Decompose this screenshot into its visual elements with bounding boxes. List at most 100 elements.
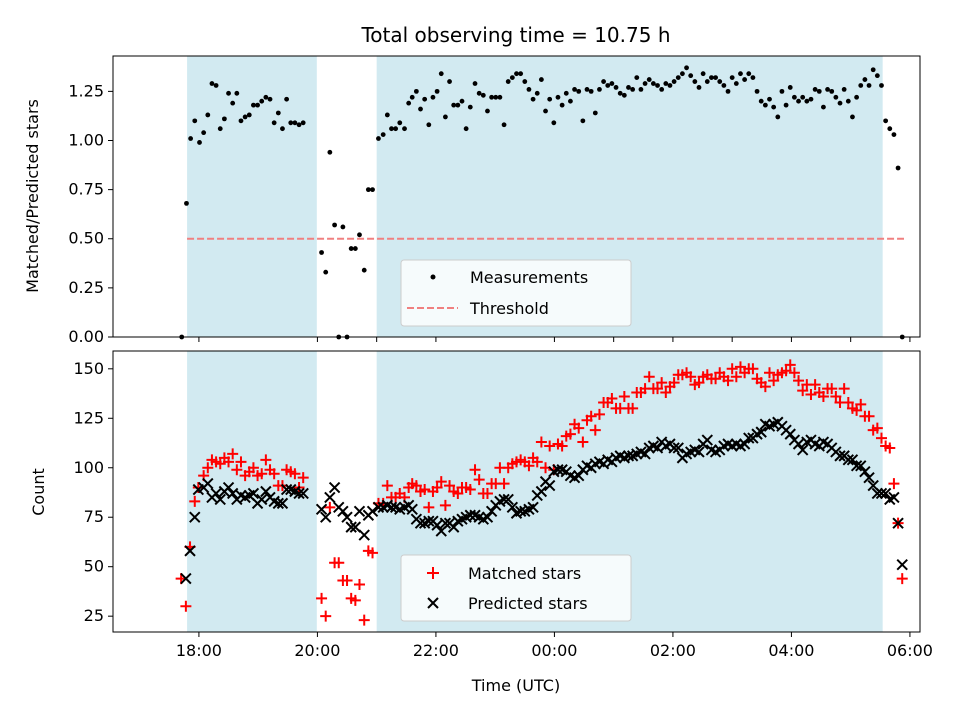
bottom-predicted-stars-point-130 <box>738 438 751 450</box>
bottom-predicted-stars-point-159 <box>859 466 871 478</box>
top-measurements-point-128 <box>729 75 735 81</box>
bottom-matched-stars-point-164 <box>875 432 887 444</box>
top-measurements-point-37 <box>348 246 354 251</box>
bottom-matched-stars-point-167 <box>888 478 900 490</box>
bottom-matched-stars-point-59 <box>439 499 451 511</box>
legend-label-predicted: Predicted stars <box>468 594 588 613</box>
top-measurements-point-103 <box>626 85 631 90</box>
x-tick-label-0: 18:00 <box>176 641 222 660</box>
bottom-matched-stars-point-87 <box>556 440 568 452</box>
top-measurements-point-10 <box>221 116 227 122</box>
top-measurements-point-139 <box>775 114 781 120</box>
bottom-matched-stars-point-34 <box>333 557 345 569</box>
top-measurements-point-84 <box>547 96 553 102</box>
bottom-matched-stars-point-129 <box>730 371 742 383</box>
top-measurements-point-131 <box>742 77 748 82</box>
bottom-predicted-stars-point-109 <box>651 442 664 454</box>
bottom-matched-stars-point-22 <box>268 468 280 480</box>
bottom-matched-stars-point-45 <box>381 480 393 492</box>
bottom-predicted-stars-point-119 <box>693 446 705 458</box>
bottom-matched-stars-point-3 <box>189 495 201 507</box>
bottom-matched-stars-point-9 <box>214 458 226 470</box>
top-measurements-point-77 <box>518 71 524 77</box>
bottom-predicted-stars-point-155 <box>842 454 855 466</box>
bottom-predicted-stars-point-56 <box>431 519 443 531</box>
top-measurements-point-90 <box>572 87 577 92</box>
top-measurements-point-122 <box>704 79 710 84</box>
top-measurements-point-109 <box>650 81 656 86</box>
top-measurements-point-15 <box>242 114 248 120</box>
top-measurements-point-144 <box>796 98 801 104</box>
top-measurements-point-168 <box>895 165 901 171</box>
top-measurements-point-135 <box>758 98 764 104</box>
bottom-y-tick-label-0: 25 <box>84 606 104 625</box>
bottom-predicted-stars-point-41 <box>366 505 379 517</box>
bottom-predicted-stars-point-29 <box>315 503 328 516</box>
bottom-matched-stars-point-161 <box>863 410 875 422</box>
bottom-matched-stars-point-96 <box>593 408 605 420</box>
top-measurements-point-87 <box>559 102 565 108</box>
bottom-y-tick-label-3: 100 <box>73 458 104 477</box>
top-measurements-point-149 <box>816 88 822 94</box>
top-measurements-point-92 <box>580 118 586 124</box>
bottom-matched-stars-point-166 <box>884 442 896 454</box>
top-measurements-point-127 <box>725 88 731 94</box>
bottom-matched-stars-point-55 <box>423 501 435 513</box>
top-measurements-point-2 <box>188 136 194 141</box>
bottom-matched-stars-point-29 <box>297 472 309 484</box>
top-legend-box <box>400 259 632 327</box>
bottom-matched-stars-point-20 <box>260 454 272 466</box>
bottom-matched-stars-point-54 <box>419 484 431 496</box>
bottom-predicted-stars-point-79 <box>527 501 539 514</box>
bottom-matched-stars-point-130 <box>734 361 746 373</box>
top-measurements-point-74 <box>505 79 511 84</box>
bottom-predicted-stars-point-36 <box>345 521 357 533</box>
top-measurements-point-162 <box>870 67 876 73</box>
bottom-predicted-stars-point-42 <box>372 501 385 514</box>
top-measurements-point-78 <box>522 79 528 84</box>
top-measurements-point-4 <box>197 140 202 145</box>
bottom-matched-stars-point-62 <box>452 487 464 499</box>
top-measurements-point-126 <box>721 83 727 88</box>
bottom-predicted-stars-point-81 <box>535 485 548 498</box>
bottom-matched-stars-point-114 <box>668 377 680 389</box>
top-measurements-point-60 <box>447 79 452 84</box>
top-measurements-point-96 <box>597 87 602 92</box>
bottom-predicted-stars-point-114 <box>672 442 684 454</box>
bottom-matched-stars-point-138 <box>768 375 780 387</box>
top-measurements-point-23 <box>275 110 281 116</box>
bottom-matched-stars-point-82 <box>535 436 547 448</box>
bottom-matched-stars-point-58 <box>435 476 447 488</box>
bottom-matched-stars-point-141 <box>780 365 792 377</box>
bottom-matched-stars-point-17 <box>247 462 259 474</box>
bottom-predicted-stars-point-5 <box>202 477 214 490</box>
bottom-predicted-stars-point-102 <box>622 450 635 462</box>
bottom-predicted-stars-point-166 <box>888 491 900 504</box>
x-axis-label: Time (UTC) <box>471 676 560 695</box>
bottom-matched-stars-point-12 <box>227 448 239 460</box>
bottom-matched-stars-point-31 <box>320 610 332 622</box>
top-measurements-point-7 <box>209 81 215 86</box>
top-measurements-point-20 <box>263 94 269 100</box>
bottom-matched-stars-point-145 <box>797 385 809 397</box>
top-measurements-point-21 <box>267 96 273 102</box>
top-axes-frame <box>112 55 921 338</box>
legend-label-measurements: Measurements <box>470 268 588 287</box>
top-measurements-point-100 <box>613 85 619 90</box>
bottom-predicted-stars-point-22 <box>272 497 285 510</box>
bottom-matched-stars-point-67 <box>473 474 485 486</box>
bottom-matched-stars-point-155 <box>838 383 850 395</box>
top-measurements-point-12 <box>230 100 236 106</box>
top-measurements-point-8 <box>213 83 219 88</box>
top-measurements-point-113 <box>667 83 673 88</box>
bottom-y-tick-label-2: 75 <box>84 507 104 526</box>
top-measurements-point-42 <box>370 187 375 193</box>
top-measurements-point-26 <box>288 120 294 126</box>
bottom-predicted-stars-point-35 <box>341 511 353 523</box>
bottom-predicted-stars-point-11 <box>226 487 239 500</box>
top-measurements-point-111 <box>659 87 665 92</box>
top-measurements-point-6 <box>205 112 211 118</box>
top-measurements-point-160 <box>862 77 868 82</box>
top-measurements-point-22 <box>271 120 277 126</box>
top-measurements-point-85 <box>551 120 557 126</box>
